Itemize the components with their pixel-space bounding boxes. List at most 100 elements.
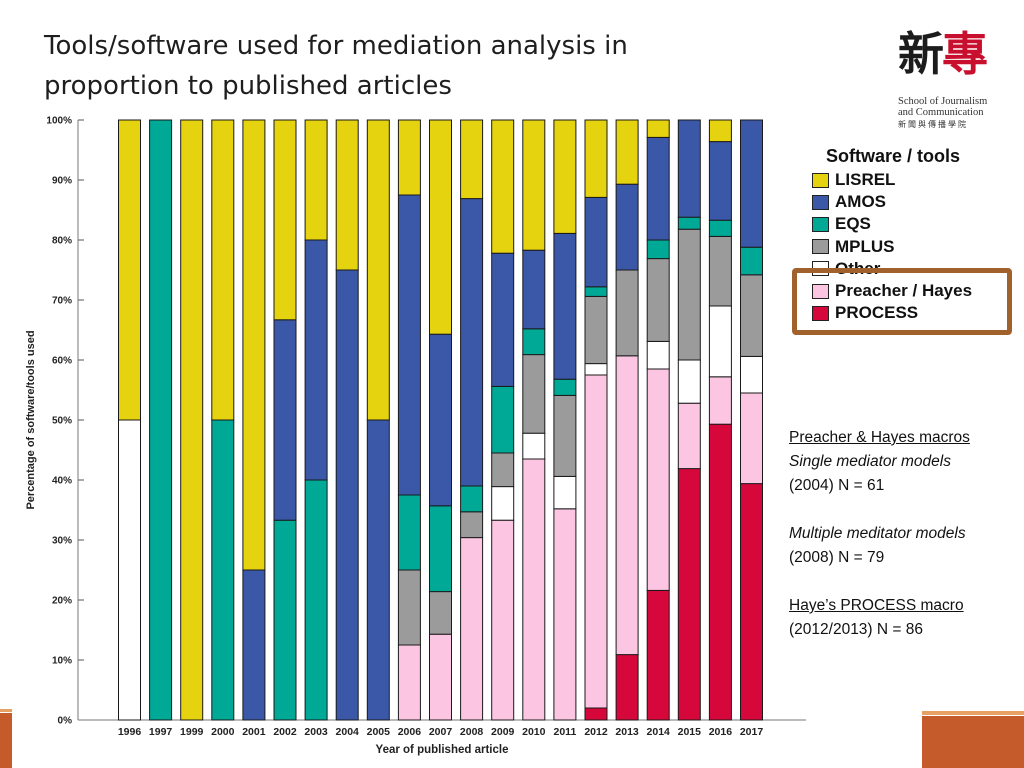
legend-label: PROCESS [835, 303, 919, 323]
legend-label: AMOS [835, 192, 886, 212]
bar-segment-1999-lisrel [180, 119, 204, 721]
bar-segment-2011-other [553, 475, 577, 510]
slide-title: Tools/software used for mediation analys… [44, 26, 744, 106]
bar-segment-2010-mplus [522, 354, 546, 434]
bar-segment-2017-eqs [740, 246, 763, 276]
bar-segment-2013-lisrel [615, 119, 639, 185]
x-tick-label: 2014 [647, 726, 671, 738]
legend-item-eqs: EQS [812, 213, 1012, 235]
x-tick-label: 1996 [118, 726, 142, 738]
bar-segment-2017-mplus [740, 274, 763, 357]
bar-segment-2015-process [677, 468, 701, 721]
bar-segment-2010-eqs [522, 328, 546, 356]
legend-item-amos: AMOS [812, 191, 1012, 213]
bar-segment-2012-lisrel [584, 119, 608, 198]
bar-segment-2014-mplus [646, 258, 670, 342]
x-tick-label: 2007 [429, 726, 453, 738]
bar-segment-2010-amos [522, 249, 546, 330]
x-tick-label: 2013 [615, 726, 639, 738]
bar-segment-1997-eqs [149, 119, 173, 721]
x-axis-title: Year of published article [376, 744, 509, 756]
bar-segment-2003-eqs [304, 479, 328, 721]
y-tick-label: 100% [46, 116, 72, 127]
y-tick-label: 30% [52, 536, 72, 547]
bar-segment-2012-amos [584, 196, 608, 288]
bar-segment-2012-process [584, 707, 608, 721]
bar-segment-2008-eqs [460, 485, 484, 513]
legend-label: LISREL [835, 170, 896, 190]
bar-segment-2013-amos [615, 183, 639, 271]
legend-title: Software / tools [826, 146, 961, 166]
bar-segment-2014-process [646, 589, 670, 721]
x-tick-label: 2006 [398, 726, 422, 738]
bar-segment-2006-mplus [397, 569, 421, 646]
note-process-n: (2012/2013) N = 86 [789, 621, 923, 638]
note-single-mediator-n: (2004) N = 61 [789, 477, 885, 494]
bar-segment-2013-process [615, 654, 639, 721]
x-tick-label: 2002 [273, 726, 297, 738]
bar-segment-2007-eqs [429, 505, 452, 593]
bar-segment-2013-mplus [615, 269, 639, 357]
y-tick-label: 60% [52, 356, 72, 367]
bar-segment-2016-eqs [708, 219, 732, 237]
bar-segment-2009-eqs [491, 385, 515, 454]
x-tick-label: 1997 [149, 726, 173, 738]
bar-segment-2007-preacher-hayes [429, 633, 452, 721]
bar-segment-2001-lisrel [242, 119, 266, 571]
bar-segment-2003-amos [304, 239, 328, 481]
x-tick-label: 2000 [211, 726, 235, 738]
y-axis-title: Percentage of software/tools used [25, 330, 37, 509]
bar-segment-1996-other [118, 419, 141, 721]
bar-segment-2009-amos [491, 252, 515, 387]
legend-swatch [812, 239, 829, 255]
bar-segment-2002-lisrel [273, 119, 297, 321]
y-tick-label: 70% [52, 296, 72, 307]
bar-segment-2016-amos [708, 141, 732, 221]
y-tick-label: 90% [52, 176, 72, 187]
bar-segment-1996-lisrel [118, 119, 141, 421]
x-tick-label: 2015 [678, 726, 702, 738]
bar-segment-2005-lisrel [366, 119, 390, 421]
y-tick-label: 20% [52, 596, 72, 607]
bar-segment-2015-mplus [677, 228, 701, 361]
bar-segment-2013-preacher-hayes [615, 355, 639, 656]
legend-swatch [812, 172, 829, 188]
bar-segment-2006-preacher-hayes [397, 644, 421, 721]
legend-highlight-box [792, 268, 1012, 335]
x-tick-label: 2005 [367, 726, 391, 738]
stacked-bar-chart: 0% 10% 20% 30% 40% 50% 60% 70% 80% 90% 100% 1996 199… [25, 116, 806, 756]
bar-segment-2002-amos [273, 319, 297, 521]
bar-segment-2009-mplus [491, 452, 515, 488]
bar-segment-2007-lisrel [429, 119, 452, 335]
chart-legend: Software / tools LISREL AMOS EQS MPLUS Other… [812, 143, 1012, 324]
decor-stripe-right-line [922, 711, 1024, 715]
legend-label: MPLUS [835, 236, 895, 256]
x-tick-label: 2016 [709, 726, 733, 738]
x-tick-label: 1999 [180, 726, 204, 738]
x-tick-label: 2010 [522, 726, 546, 738]
legend-swatch [812, 305, 829, 321]
bar-segment-2011-mplus [553, 394, 577, 477]
y-tick-label: 50% [52, 416, 72, 427]
bar-segment-2015-eqs [677, 216, 701, 230]
bar-segment-2011-eqs [553, 378, 577, 396]
bar-segment-2000-eqs [211, 419, 235, 721]
bar-segment-2014-other [646, 340, 670, 370]
school-logo: 新專 School of Journalism and Communicatio… [898, 24, 1002, 134]
bar-segment-2004-amos [335, 269, 359, 721]
bar-segment-2015-other [677, 359, 701, 404]
note-spacer [789, 570, 1021, 594]
bar-segment-2009-other [491, 486, 515, 521]
x-tick-label: 2001 [242, 726, 266, 738]
legend-swatch [812, 283, 829, 299]
x-tick-label: 2004 [336, 726, 360, 738]
note-multiple-mediator-n: (2008) N = 79 [789, 549, 885, 566]
bar-segment-2014-eqs [646, 239, 670, 260]
bar-segment-2014-amos [646, 136, 670, 241]
bar-segment-2016-mplus [708, 235, 732, 307]
bar-segment-2008-preacher-hayes [460, 537, 484, 721]
y-tick-label: 80% [52, 236, 72, 247]
bar-segment-2009-lisrel [491, 119, 515, 254]
bar-segment-2016-process [708, 423, 732, 721]
x-tick-label: 2003 [304, 726, 328, 738]
